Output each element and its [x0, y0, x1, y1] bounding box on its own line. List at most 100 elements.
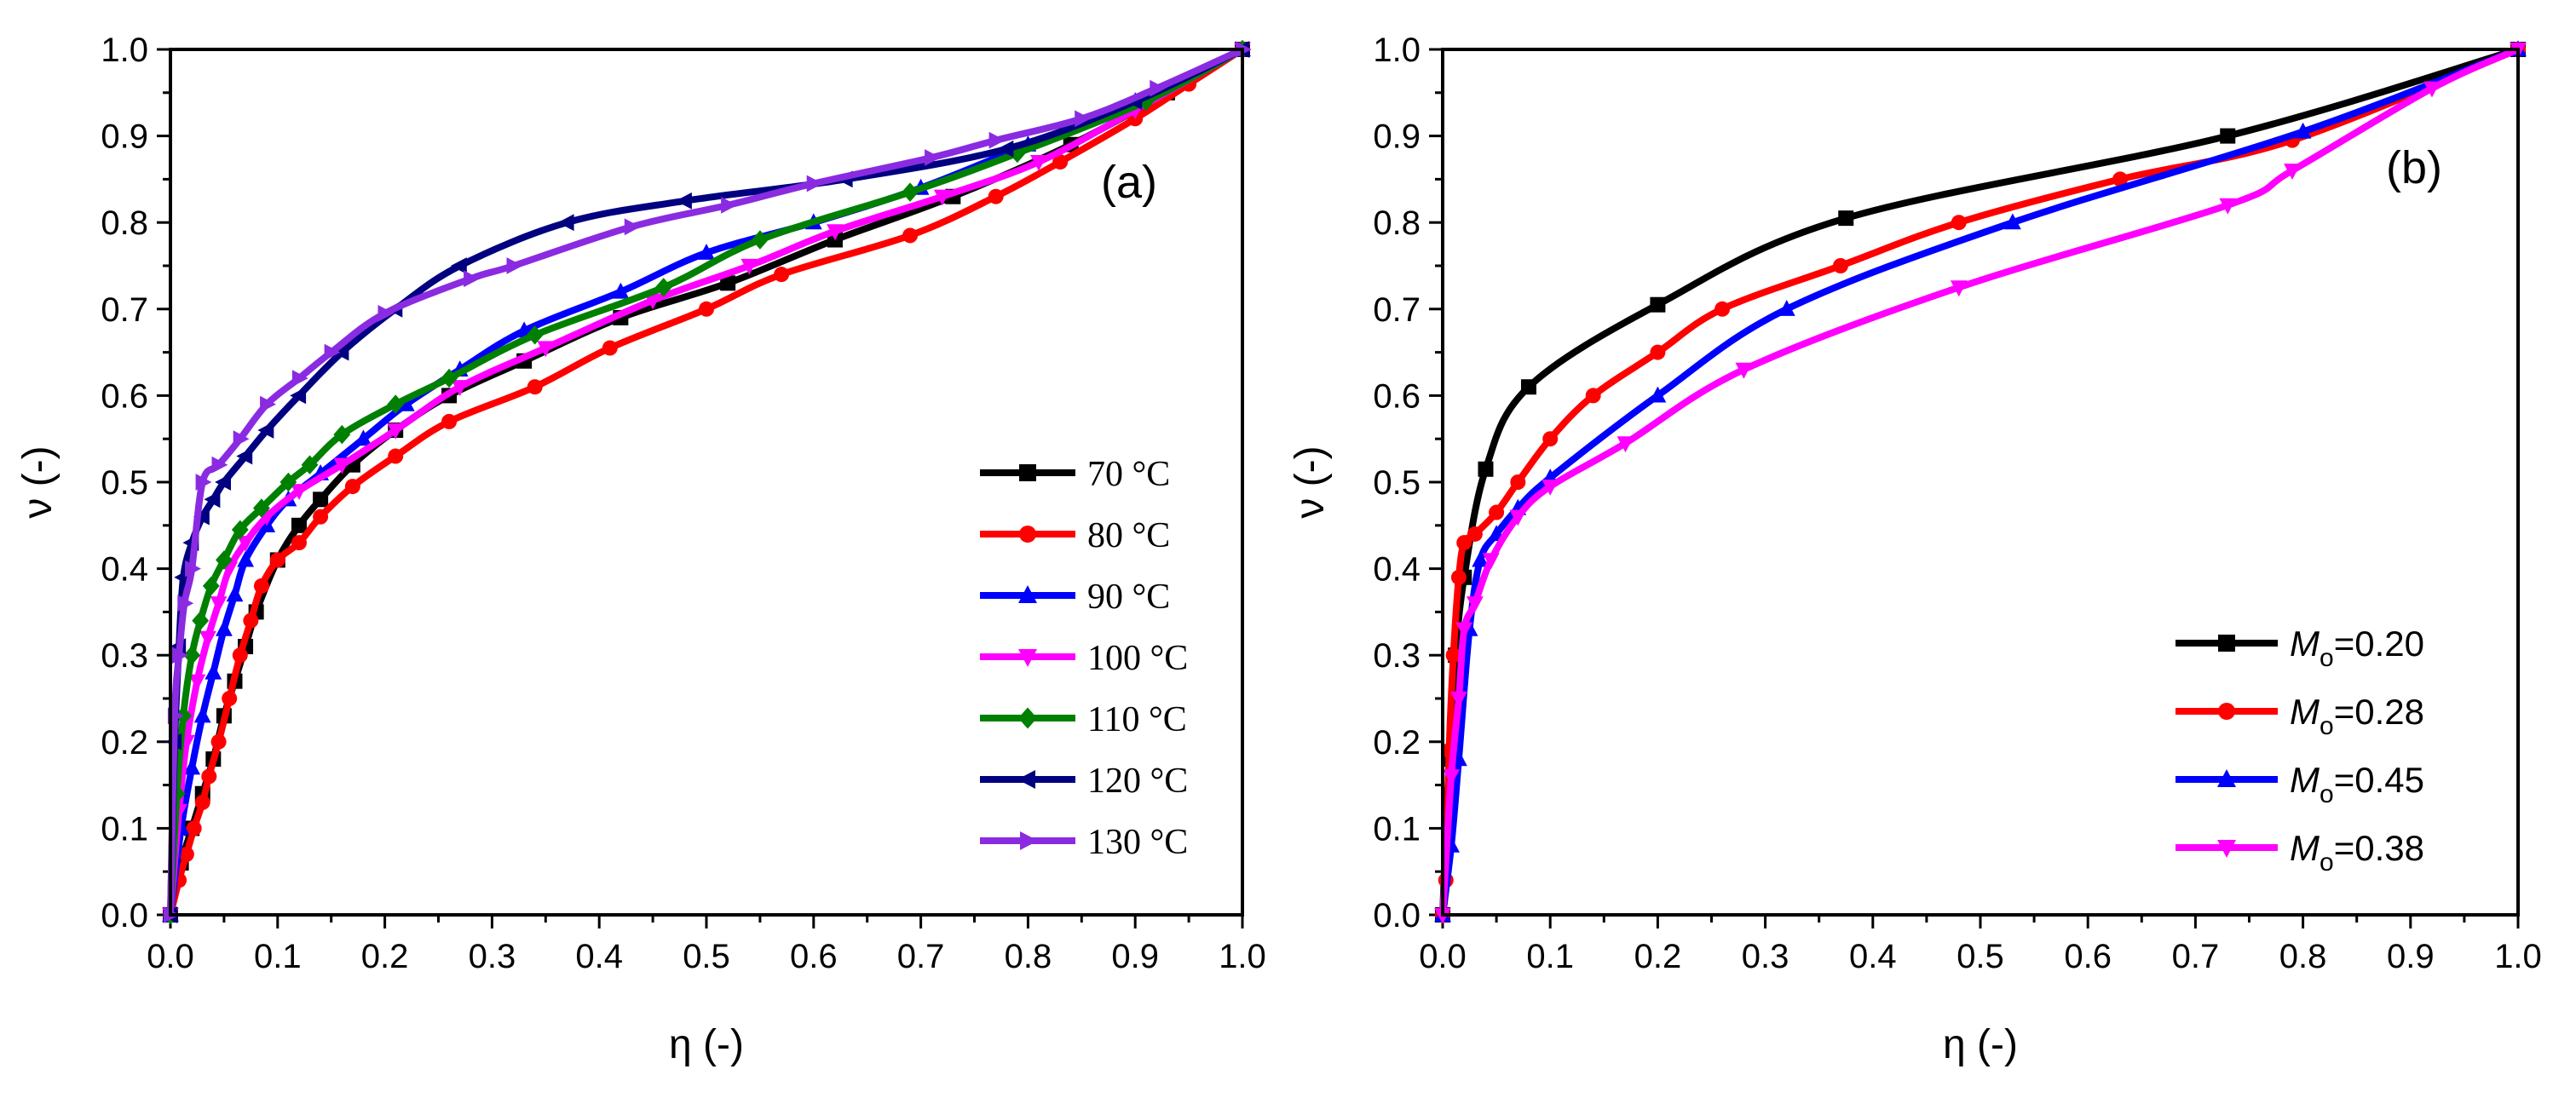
a-data-point [215, 474, 231, 491]
a-legend-label: 120 °C [1087, 762, 1188, 801]
b-data-point [1443, 769, 1460, 786]
a-y-tick-label: 0.2 [101, 724, 148, 762]
b-data-point [1450, 569, 1467, 585]
a-data-point [827, 224, 844, 241]
a-data-point [291, 517, 307, 533]
b-plot-frame [1441, 48, 2520, 917]
a-data-point [333, 457, 351, 474]
a-x-tick-label: 0.7 [897, 938, 945, 975]
a-x-tick-label: 0.0 [147, 938, 194, 975]
a-x-tick-label: 0.5 [683, 938, 730, 975]
b-x-tick-label: 0.2 [1634, 938, 1682, 975]
a-legend-marker [1017, 770, 1035, 789]
a-data-point [333, 424, 351, 445]
b-data-point [1832, 258, 1848, 273]
b-x-axis-label: η (-) [1943, 1022, 2018, 1067]
a-data-point [202, 576, 220, 596]
a-legend-marker [1018, 649, 1037, 667]
a-data-point [741, 258, 758, 275]
b-y-tick-label: 0.8 [1373, 204, 1421, 242]
a-data-point [253, 498, 270, 518]
a-data-point [537, 341, 555, 358]
b-y-tick-label: 0.2 [1373, 724, 1421, 762]
a-data-point [237, 536, 254, 552]
a-data-point [676, 192, 692, 210]
a-data-point [324, 343, 341, 361]
a-data-point [226, 585, 244, 602]
a-data-point [441, 368, 458, 388]
a-legend-label: 110 °C [1087, 700, 1187, 739]
b-data-point [1472, 550, 1490, 567]
a-data-point [279, 472, 297, 492]
a-y-tick-label: 1.0 [101, 32, 148, 69]
a-legend-marker [1020, 831, 1038, 850]
panel-a-chart: 0.0 0.1 0.2 0.3 0.4 0.5 0.6 0.7 0.8 0.9 1.0 0.0 0.1 0… [15, 32, 1266, 1067]
b-x-tick-label: 0.0 [1419, 938, 1467, 975]
a-data-point [902, 227, 919, 244]
a-data-point [210, 596, 228, 612]
a-data-point [644, 293, 661, 310]
b-x-tick-label: 1.0 [2494, 938, 2542, 975]
a-panel-label: (a) [1101, 157, 1157, 208]
a-data-point [654, 278, 672, 297]
a-data-point [313, 509, 329, 525]
a-data-point [774, 267, 790, 283]
b-legend-label: Mo=0.45 [2290, 760, 2424, 808]
a-data-point [291, 484, 308, 500]
b-data-point [1649, 386, 1667, 403]
a-data-point [193, 706, 211, 723]
a-data-point [387, 423, 405, 440]
a-data-point [464, 270, 480, 288]
a-data-point [243, 612, 259, 629]
a-data-point [291, 370, 308, 387]
a-data-point [313, 492, 329, 508]
a-legend-label: 100 °C [1087, 639, 1188, 678]
b-data-point [1445, 647, 1461, 664]
a-data-point [752, 230, 769, 250]
a-data-point [194, 794, 210, 810]
a-series-6 [163, 41, 1252, 923]
a-data-point [388, 448, 404, 464]
b-data-point [1735, 362, 1753, 379]
b-data-point [1650, 296, 1666, 313]
a-series-line [167, 46, 1246, 918]
a-data-point [178, 846, 194, 862]
b-data-point [1838, 210, 1854, 227]
a-series-line [167, 46, 1246, 918]
b-data-point [1450, 691, 1467, 708]
a-data-point [988, 131, 1006, 149]
b-data-point [1467, 526, 1483, 542]
a-data-point [260, 395, 276, 413]
a-data-point [204, 491, 221, 509]
b-y-tick-label: 0.6 [1373, 377, 1421, 415]
a-x-tick-label: 0.6 [790, 938, 838, 975]
a-data-point [232, 647, 248, 664]
a-y-tick-label: 0.1 [101, 810, 148, 848]
a-legend-marker [1018, 585, 1037, 603]
a-data-point [698, 244, 715, 260]
b-data-point [2219, 198, 2237, 215]
a-data-point [1030, 155, 1047, 171]
a-x-tick-label: 0.9 [1111, 938, 1159, 975]
b-panel-label: (b) [2386, 142, 2442, 193]
a-data-point [291, 535, 307, 551]
b-y-tick-label: 0.0 [1373, 897, 1421, 934]
b-x-tick-label: 0.9 [2387, 938, 2435, 975]
a-data-point [387, 394, 405, 414]
b-data-point [2004, 213, 2021, 230]
b-legend-marker [2217, 840, 2236, 858]
a-series-line [167, 46, 1246, 918]
a-data-point [1075, 110, 1092, 128]
a-series-5 [161, 41, 1250, 923]
a-legend-marker [1019, 526, 1036, 543]
a-data-point [236, 447, 253, 465]
a-y-tick-label: 0.9 [101, 118, 148, 156]
b-data-point [1542, 431, 1559, 447]
a-data-point [201, 768, 217, 785]
b-series-line [1439, 46, 2521, 918]
a-legend-label: 80 °C [1087, 516, 1170, 555]
a-x-tick-label: 0.1 [254, 938, 302, 975]
a-data-point [210, 733, 227, 750]
b-series-line [1439, 46, 2521, 918]
b-x-tick-label: 0.4 [1849, 938, 1897, 975]
